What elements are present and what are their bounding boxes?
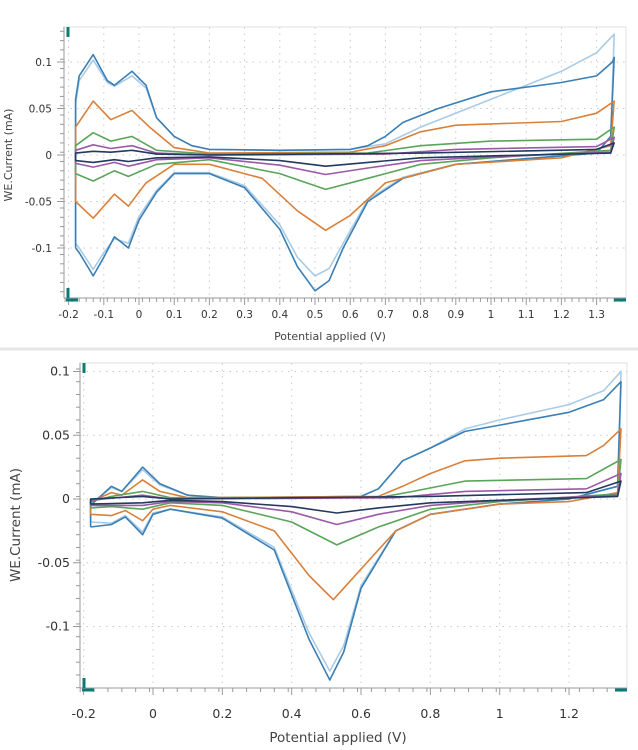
bottom-y-tick-label: -0.1 [46, 619, 70, 634]
bottom-x-tick-label: 0 [149, 706, 157, 721]
top-y-axis-title: WE.Current (mA) [2, 109, 15, 202]
top-x-tick-label: 1.3 [588, 309, 605, 321]
top-y-tick-label: -0.05 [25, 197, 52, 209]
top-y-tick-label: 0.05 [29, 104, 52, 116]
top-cv-series-1 [74, 53, 616, 292]
bottom-x-tick-label: 0.6 [351, 706, 371, 721]
top-cv-series-5 [74, 142, 616, 167]
top-x-axis-title: Potential applied (V) [274, 330, 386, 343]
top-y-tick-label: -0.1 [32, 243, 53, 255]
top-x-tick-label: 0.2 [201, 309, 218, 321]
top-x-tick-label: 0.1 [166, 309, 183, 321]
top-x-tick-label: 0.9 [447, 309, 464, 321]
bottom-cv-series-1 [89, 380, 622, 681]
bottom-x-tick-label: 0.2 [212, 706, 232, 721]
top-y-tick-label: 0 [45, 150, 52, 162]
top-x-tick-label: 1.1 [518, 309, 535, 321]
top-x-tick-label: 0.8 [412, 309, 429, 321]
bottom-cv-series-0 [89, 370, 622, 672]
bottom-x-tick-label: -0.2 [71, 706, 95, 721]
bottom-x-tick-label: 0.8 [420, 706, 440, 721]
bottom-y-tick-label: 0 [62, 491, 70, 506]
top-x-tick-label: 0 [136, 309, 143, 321]
bottom-x-tick-label: 1 [496, 706, 504, 721]
bottom-cv-chart: Potential applied (V) WE.Current (mA) -0… [8, 362, 628, 746]
top-x-tick-label: -0.2 [58, 309, 79, 321]
bottom-plot-area [79, 362, 628, 689]
top-x-tick-label: 0.4 [271, 309, 288, 321]
bottom-cv-series-5 [89, 480, 622, 514]
bottom-x-tick-label: 0.4 [282, 706, 302, 721]
bottom-x-tick-label: 1.2 [559, 706, 579, 721]
top-x-tick-label: 0.7 [377, 309, 394, 321]
bottom-y-tick-label: -0.05 [38, 555, 70, 570]
top-cv-chart: Potential applied (V) WE.Current (mA) -0… [2, 26, 627, 343]
bottom-cv-series-2 [89, 428, 622, 601]
top-cv-series-4 [74, 136, 616, 176]
top-x-tick-label: 0.6 [342, 309, 359, 321]
bottom-y-tick-label: 0.05 [42, 427, 70, 442]
top-plot-area [63, 26, 627, 299]
top-y-tick-label: 0.1 [35, 57, 52, 69]
top-x-tick-label: -0.1 [94, 309, 115, 321]
bottom-y-tick-label: 0.1 [50, 364, 70, 379]
top-x-tick-label: 1.2 [553, 309, 570, 321]
top-x-tick-label: 0.5 [307, 309, 324, 321]
top-x-tick-label: 0.3 [236, 309, 253, 321]
top-x-tick-label: 1 [488, 309, 495, 321]
top-cv-series-2 [74, 100, 616, 232]
bottom-x-axis-title: Potential applied (V) [269, 730, 406, 746]
bottom-y-axis-title: WE.Current (mA) [8, 468, 24, 582]
